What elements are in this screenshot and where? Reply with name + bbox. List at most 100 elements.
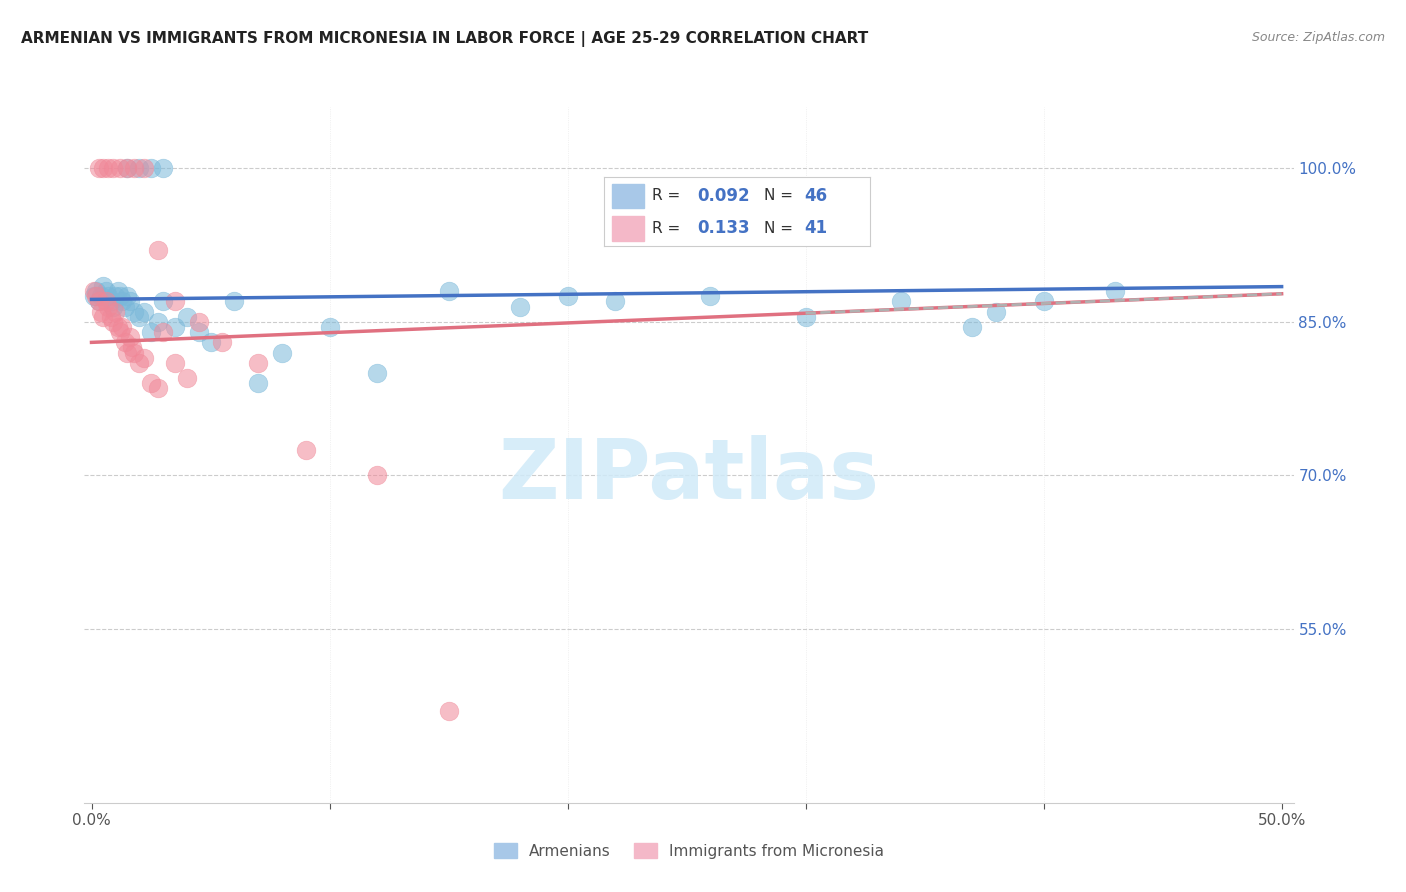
Point (107, 320, 129, 334)
Point (132, 161, 155, 176)
Point (118, 330, 141, 344)
Text: R =: R = (652, 221, 685, 236)
Point (984, 304, 1007, 318)
Point (94, 284, 117, 298)
Point (101, 161, 124, 176)
Point (211, 335, 233, 350)
Point (139, 376, 162, 391)
Point (271, 345, 294, 359)
Point (152, 294, 174, 309)
Text: 0.092: 0.092 (697, 186, 749, 205)
Point (605, 294, 627, 309)
Bar (612, 184, 644, 208)
Point (163, 320, 186, 334)
Text: ARMENIAN VS IMMIGRANTS FROM MICRONESIA IN LABOR FORCE | AGE 25-29 CORRELATION CH: ARMENIAN VS IMMIGRANTS FROM MICRONESIA I… (21, 31, 869, 47)
Point (247, 356, 270, 370)
Point (97, 161, 120, 176)
Point (115, 345, 138, 359)
Point (163, 356, 186, 370)
Point (890, 294, 912, 309)
Point (124, 161, 146, 176)
Point (87, 161, 110, 176)
Point (84, 284, 107, 298)
Point (318, 320, 340, 334)
Point (224, 294, 246, 309)
Point (139, 161, 162, 176)
Point (187, 325, 209, 339)
Point (509, 300, 531, 314)
Text: Source: ZipAtlas.com: Source: ZipAtlas.com (1251, 31, 1385, 45)
Point (139, 325, 162, 339)
Point (108, 289, 131, 303)
Point (128, 356, 150, 370)
Point (108, 325, 131, 339)
Point (124, 345, 146, 359)
Point (97, 289, 120, 303)
Point (108, 161, 131, 176)
Text: N =: N = (763, 188, 797, 203)
Point (100, 294, 122, 309)
Point (83, 284, 105, 298)
Point (132, 304, 155, 318)
Point (163, 294, 186, 309)
Point (794, 310, 817, 324)
Point (100, 310, 122, 324)
Point (118, 294, 141, 309)
Point (699, 289, 721, 303)
Point (90, 289, 112, 303)
Point (176, 371, 198, 385)
Point (366, 366, 388, 380)
Point (104, 289, 127, 303)
Text: R =: R = (652, 188, 685, 203)
Point (84, 289, 107, 303)
Point (87, 294, 110, 309)
Point (128, 161, 150, 176)
Point (294, 442, 316, 457)
Point (104, 304, 127, 318)
Point (187, 315, 209, 329)
Point (152, 325, 174, 339)
Text: N =: N = (763, 221, 797, 236)
Point (97, 300, 120, 314)
Point (83, 289, 105, 303)
Point (1032, 294, 1054, 309)
Point (437, 284, 460, 298)
Point (111, 320, 134, 334)
Point (107, 284, 129, 298)
Point (146, 244, 169, 258)
Point (114, 300, 136, 314)
Point (557, 289, 579, 303)
Point (366, 468, 388, 483)
Point (1104, 284, 1126, 298)
Point (128, 310, 150, 324)
Point (247, 376, 270, 391)
Text: 41: 41 (804, 219, 827, 237)
Text: ZIPatlas: ZIPatlas (499, 435, 879, 516)
Point (124, 304, 146, 318)
Point (101, 300, 124, 314)
Point (960, 320, 983, 334)
Point (93, 161, 115, 176)
Point (101, 315, 124, 329)
Point (146, 381, 169, 395)
Point (94, 294, 117, 309)
Point (115, 289, 138, 303)
Point (176, 310, 198, 324)
Point (200, 335, 222, 350)
Point (93, 310, 115, 324)
Point (437, 704, 460, 718)
Point (111, 294, 134, 309)
Point (121, 341, 143, 355)
Point (93, 279, 115, 293)
Point (152, 161, 174, 176)
Point (114, 335, 136, 350)
Point (115, 161, 138, 176)
Text: 0.133: 0.133 (697, 219, 749, 237)
Point (132, 351, 155, 365)
Point (87, 294, 110, 309)
Bar (612, 216, 644, 241)
Text: 46: 46 (804, 186, 827, 205)
Legend: Armenians, Immigrants from Micronesia: Armenians, Immigrants from Micronesia (488, 837, 890, 864)
Point (115, 161, 138, 176)
Point (146, 315, 169, 329)
